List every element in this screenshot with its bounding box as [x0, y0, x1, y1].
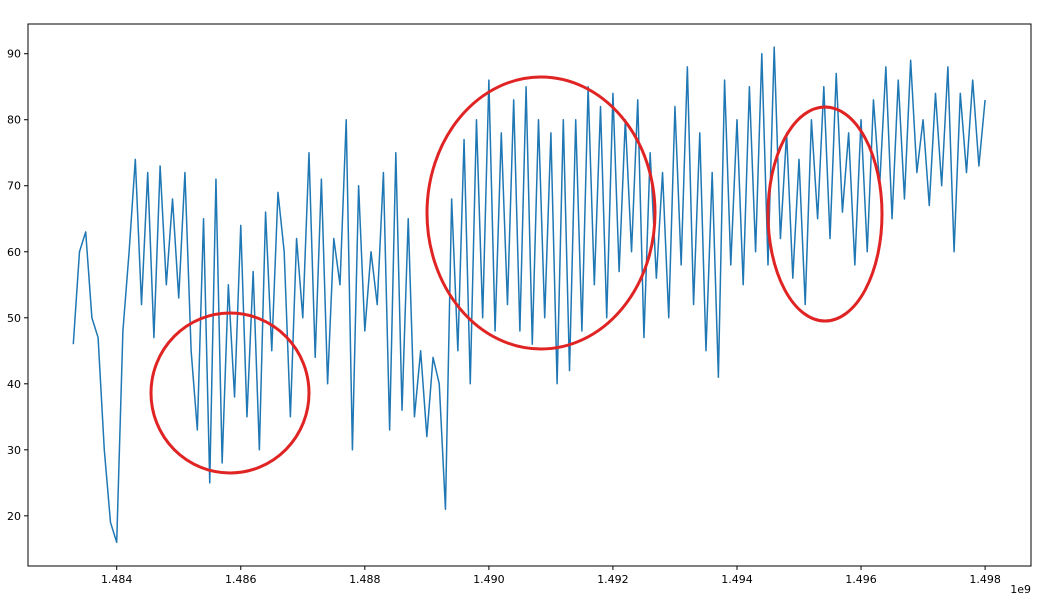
y-tick-label: 50 [7, 312, 21, 325]
x-tick-label: 1.486 [225, 573, 257, 586]
data-line [72, 46, 986, 543]
x-tick-label: 1.490 [473, 573, 505, 586]
annotation-ellipse [425, 75, 657, 351]
x-tick-label: 1.484 [101, 573, 133, 586]
x-tick-label: 1.492 [597, 573, 629, 586]
x-offset-label: 1e9 [1010, 583, 1031, 596]
y-tick-label: 20 [7, 510, 21, 523]
y-tick-label: 80 [7, 114, 21, 127]
annotation-ellipse [766, 105, 884, 323]
y-tick-label: 70 [7, 180, 21, 193]
y-tick-label: 30 [7, 444, 21, 457]
annotations [149, 75, 884, 475]
x-tick-label: 1.498 [969, 573, 1001, 586]
x-tick-label: 1.488 [349, 573, 381, 586]
y-tick-label: 40 [7, 378, 21, 391]
x-tick-label: 1.494 [721, 573, 753, 586]
y-tick-label: 60 [7, 246, 21, 259]
x-tick-label: 1.496 [845, 573, 877, 586]
annotation-ellipse [149, 311, 311, 475]
y-tick-label: 90 [7, 48, 21, 61]
